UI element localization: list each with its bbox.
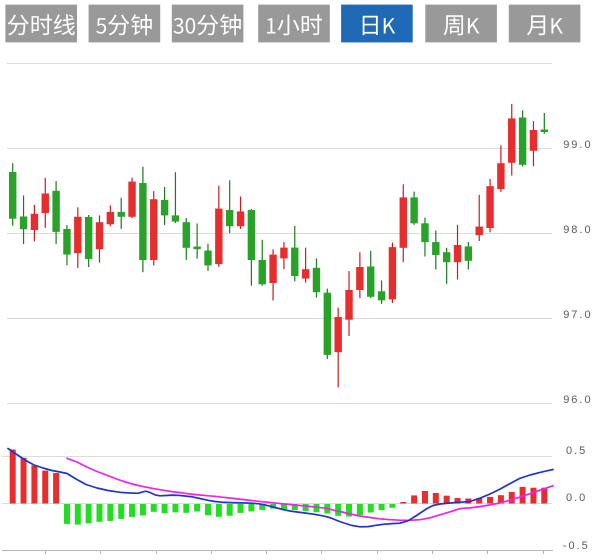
svg-text:0.0: 0.0 (566, 492, 587, 504)
svg-text:99.0: 99.0 (563, 139, 592, 151)
svg-text:97.0: 97.0 (563, 309, 592, 321)
svg-text:96.0: 96.0 (563, 394, 592, 406)
svg-text:-0.5: -0.5 (563, 540, 590, 552)
svg-text:0.5: 0.5 (566, 445, 587, 457)
svg-text:98.0: 98.0 (563, 224, 592, 236)
